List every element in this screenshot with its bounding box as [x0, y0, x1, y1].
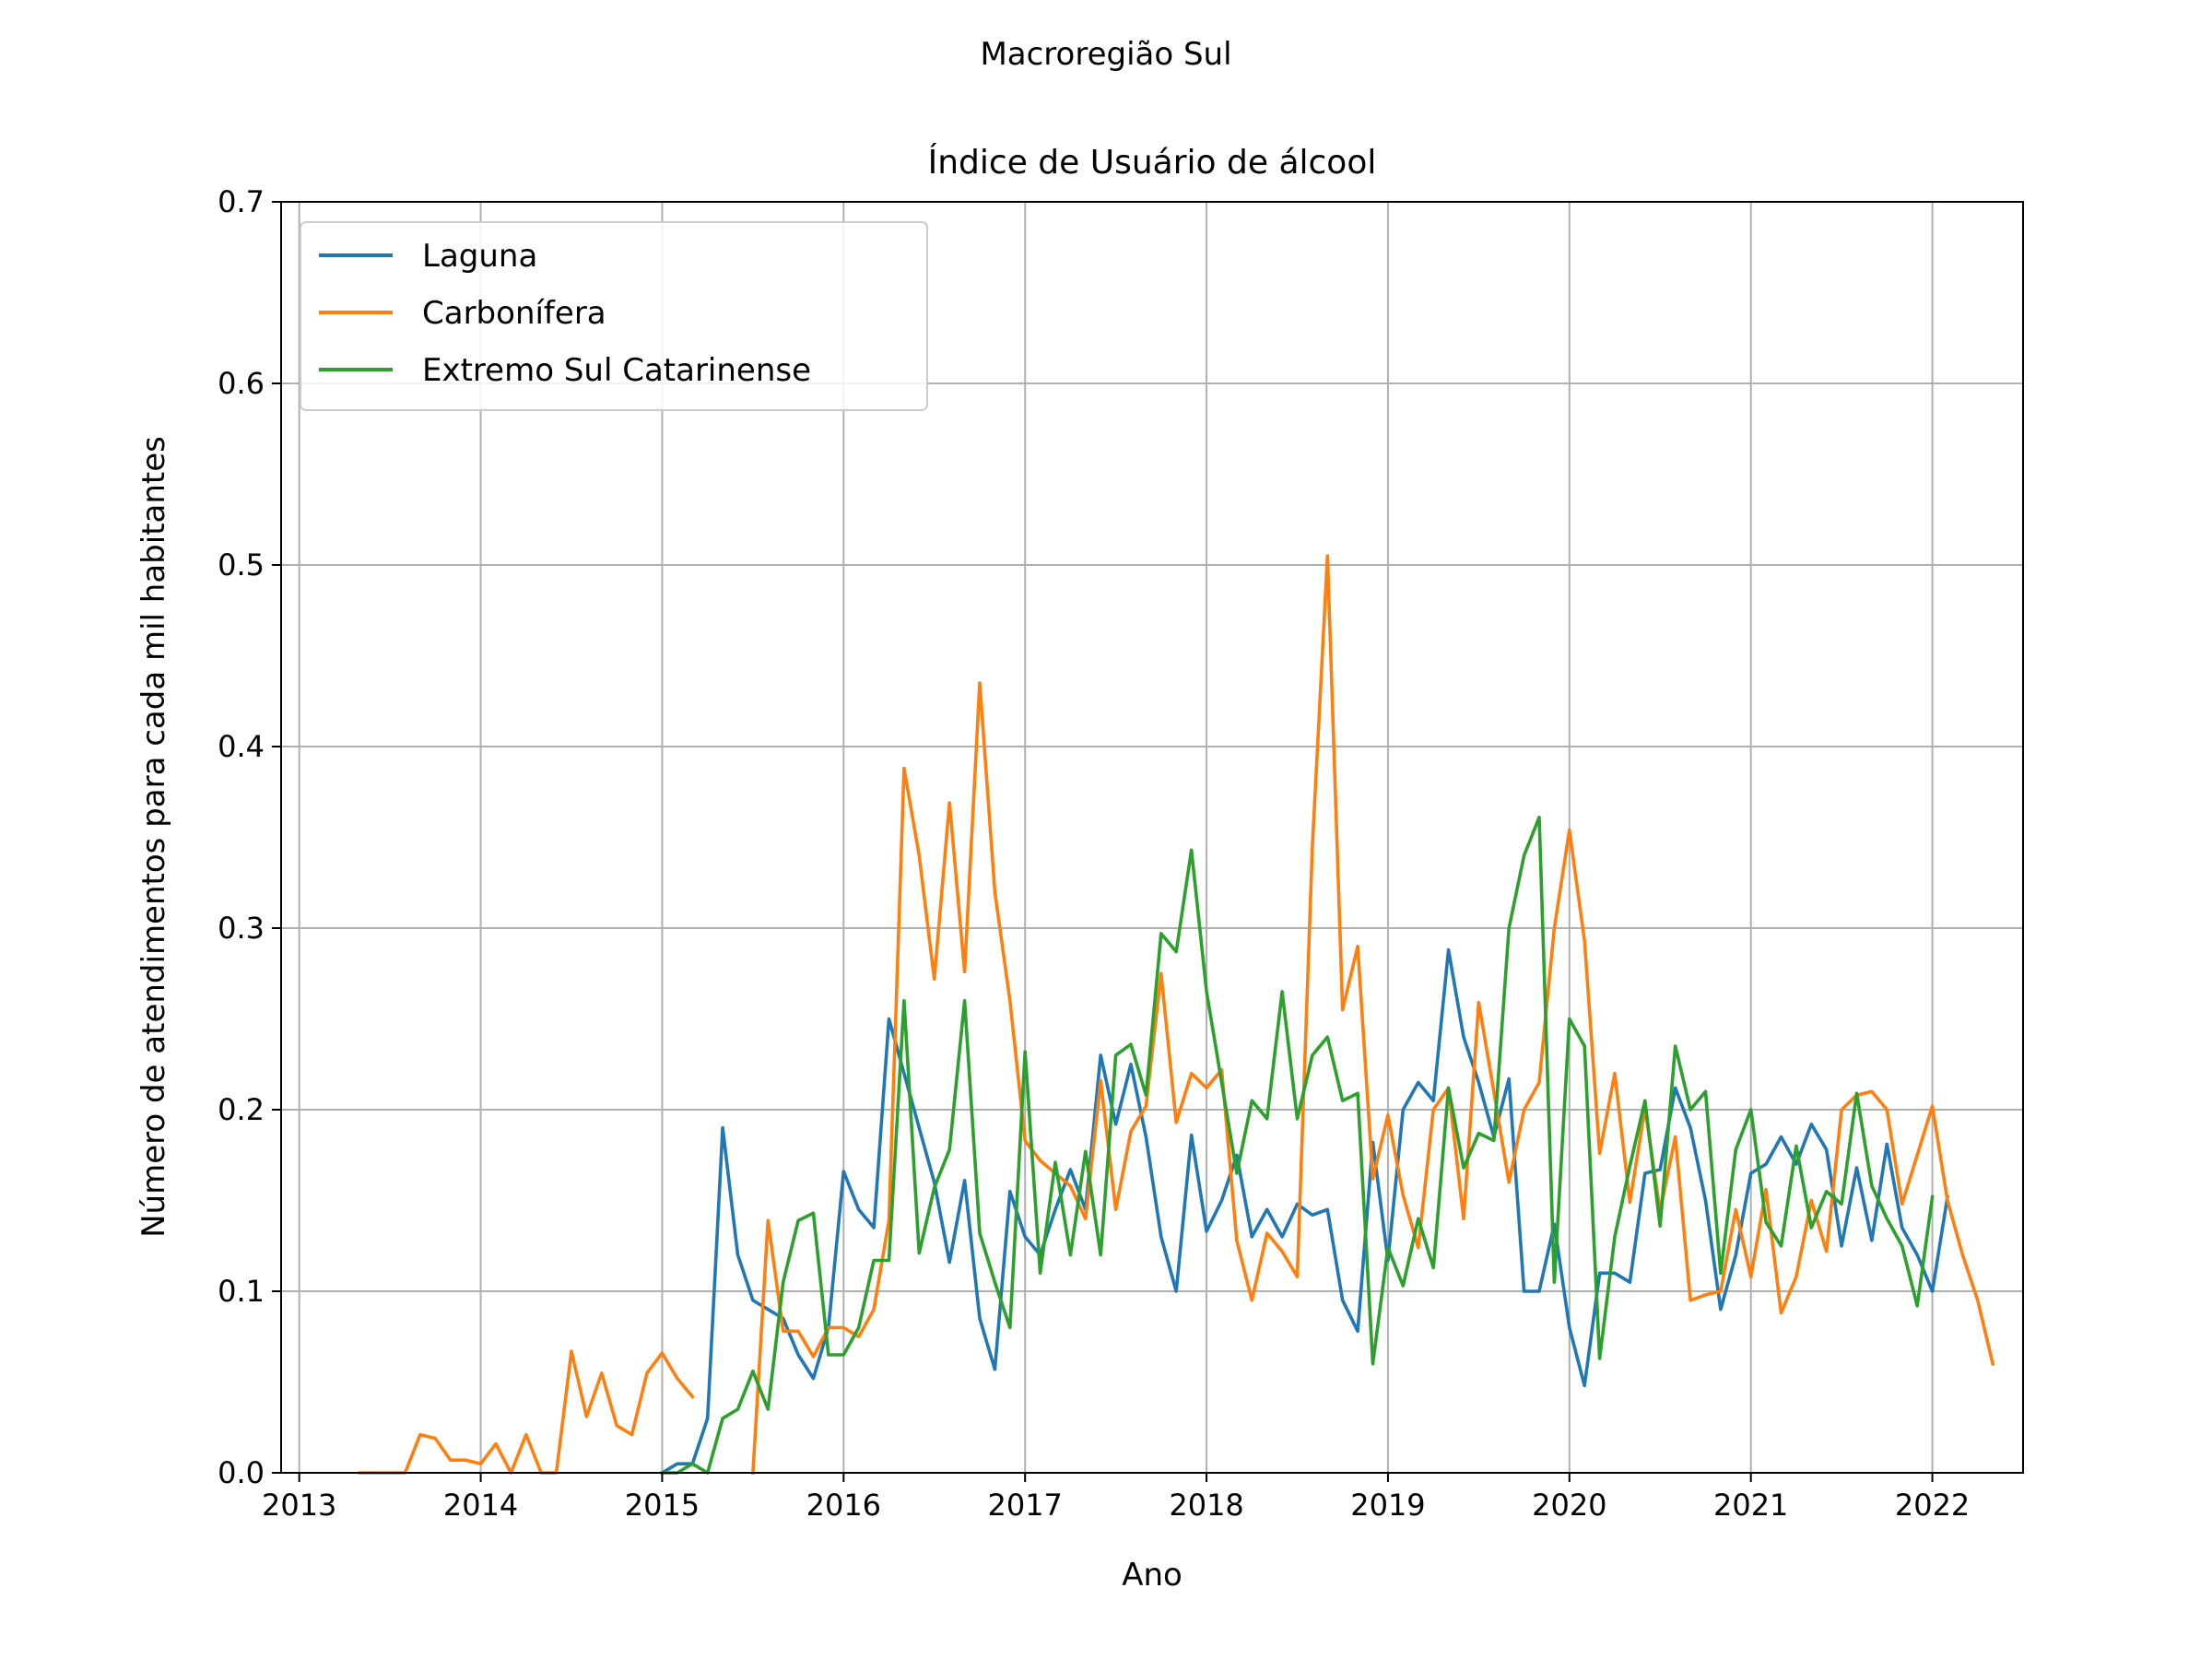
chart-title: Índice de Usuário de álcool — [928, 143, 1377, 182]
y-tick-label: 0.6 — [218, 366, 265, 401]
x-axis-label: Ano — [1122, 1557, 1182, 1594]
y-tick-label: 0.4 — [218, 729, 265, 764]
y-tick-label: 0.7 — [218, 184, 265, 219]
figure-suptitle: Macroregião Sul — [980, 36, 1231, 73]
legend-box — [300, 221, 928, 411]
y-tick-label: 0.3 — [218, 911, 265, 946]
x-tick-label: 2017 — [987, 1488, 1062, 1523]
x-tick-label: 2013 — [262, 1488, 336, 1523]
x-tick-label: 2020 — [1532, 1488, 1606, 1523]
series-line-extremo-sul-catarinense — [660, 815, 1935, 1475]
plot-frame — [280, 201, 2024, 1474]
y-tick-label: 0.1 — [218, 1274, 265, 1309]
x-tick-label: 2016 — [806, 1488, 881, 1523]
x-tick-label: 2018 — [1169, 1488, 1243, 1523]
legend-label-carbonifera: Carbonífera — [422, 295, 606, 332]
legend: Laguna Carbonífera Extremo Sul Catarinense — [300, 221, 928, 411]
y-tick-label: 0.5 — [218, 547, 265, 582]
y-axis: 0.0 0.1 0.2 0.3 0.4 0.5 0.6 0.7 — [218, 184, 281, 1490]
x-axis: 2013 2014 2015 2016 2017 2018 2019 2020 2021 2022 — [262, 1473, 1970, 1523]
series-lines — [358, 554, 1995, 1476]
series-line-carbonifera — [358, 1349, 695, 1475]
series-line-carbonifera — [750, 554, 1995, 1475]
series-line-laguna — [659, 947, 1950, 1476]
y-tick-label: 0.0 — [218, 1455, 265, 1490]
x-tick-label: 2014 — [443, 1488, 518, 1523]
legend-label-extremo-sul-catarinense: Extremo Sul Catarinense — [422, 352, 811, 389]
x-tick-label: 2019 — [1350, 1488, 1425, 1523]
x-tick-label: 2021 — [1713, 1488, 1788, 1523]
y-tick-label: 0.2 — [218, 1092, 265, 1127]
y-axis-label: Número de atendimentos para cada mil hab… — [135, 436, 172, 1238]
x-tick-label: 2022 — [1895, 1488, 1970, 1523]
legend-label-laguna: Laguna — [422, 238, 537, 275]
x-tick-label: 2015 — [625, 1488, 700, 1523]
